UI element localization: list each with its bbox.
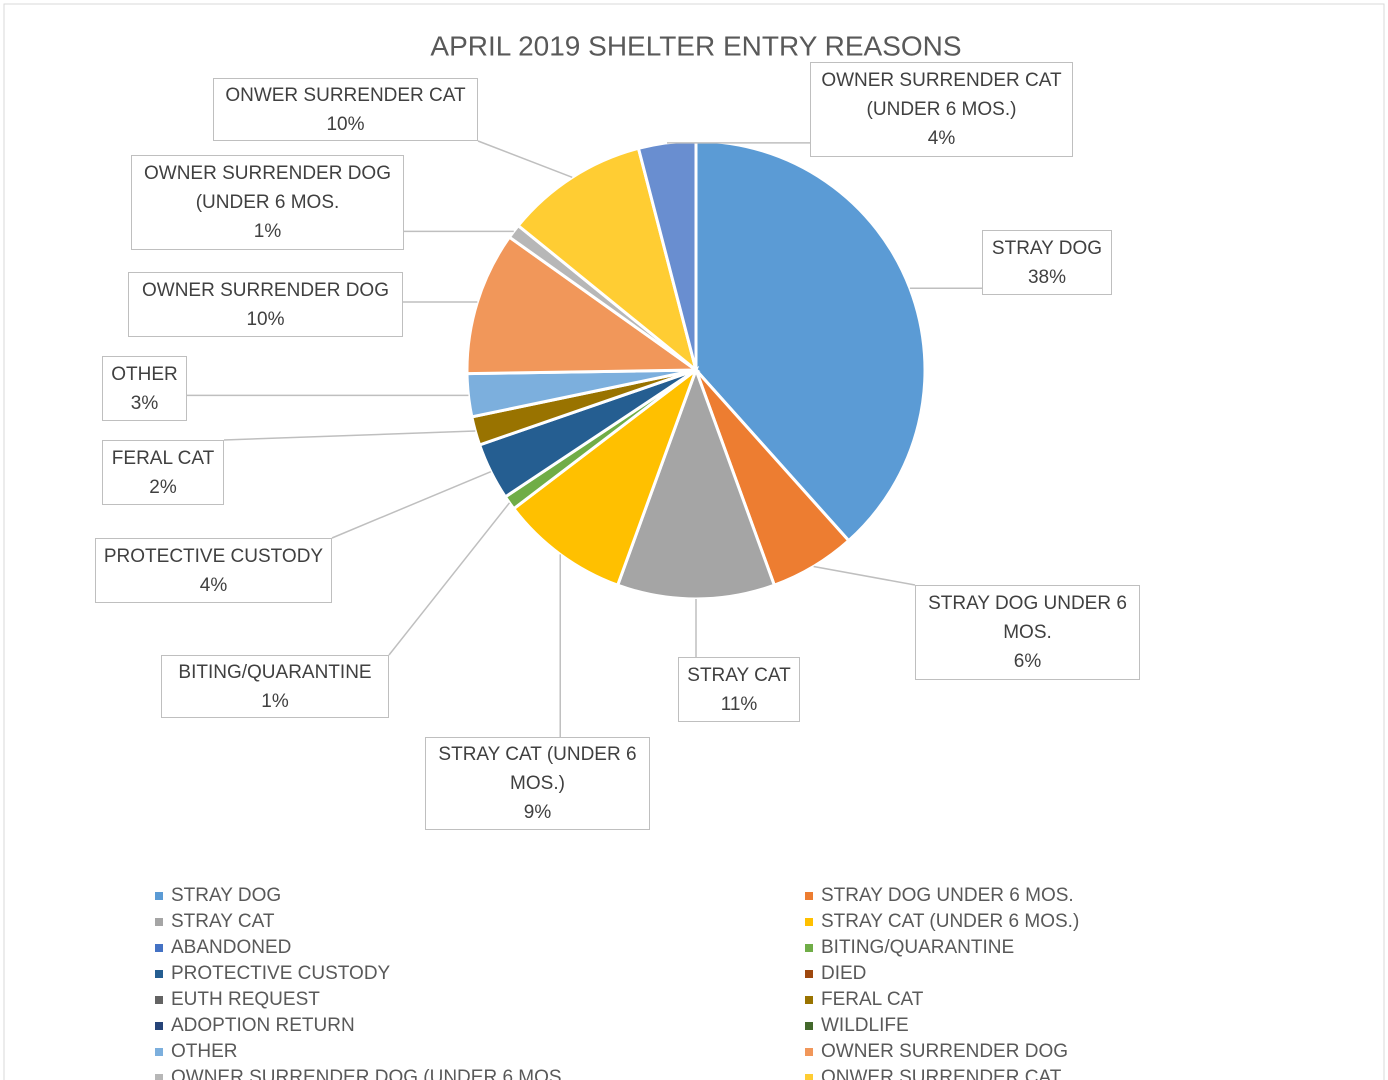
label-name: FERAL CAT: [111, 447, 215, 469]
label-value: 4%: [199, 574, 228, 596]
legend-swatch: [805, 1022, 813, 1030]
legend-label: OTHER: [171, 1041, 238, 1062]
legend-label: STRAY DOG UNDER 6 MOS.: [821, 885, 1074, 906]
label-value: 10%: [326, 113, 365, 135]
data-label-box: STRAY CAT 11%: [678, 657, 800, 722]
leader-line: [813, 565, 916, 586]
label-value: 6%: [1013, 651, 1042, 672]
label-name: OWNER SURRENDER CAT (UNDER 6 MOS.): [821, 70, 1062, 120]
legend-label: EUTH REQUEST: [171, 989, 320, 1010]
label-name: STRAY DOG UNDER 6 MOS.: [928, 593, 1127, 643]
data-label: BITING/QUARANTINE 1%: [161, 655, 389, 718]
leader-line: [331, 470, 492, 539]
legend-swatch: [155, 996, 163, 1004]
data-label-box: STRAY CAT (UNDER 6 MOS.) 9%: [425, 737, 650, 830]
legend-label: ABANDONED: [171, 937, 291, 958]
legend-swatch: [155, 944, 163, 952]
label-value: 3%: [130, 392, 159, 414]
legend-label: ADOPTION RETURN: [171, 1015, 355, 1036]
legend-swatch: [805, 996, 813, 1004]
legend-swatch: [155, 1074, 163, 1080]
data-label: STRAY CAT 11%: [678, 657, 800, 722]
label-name: ONWER SURRENDER CAT: [225, 84, 466, 106]
legend-label: STRAY CAT: [171, 911, 275, 932]
data-label-box: ONWER SURRENDER CAT 10%: [213, 78, 478, 141]
data-label-box: OWNER SURRENDER DOG 10%: [128, 272, 403, 337]
legend-label: DIED: [821, 963, 866, 984]
legend-swatch: [805, 892, 813, 900]
data-label-box: OWNER SURRENDER DOG (UNDER 6 MOS. 1%: [131, 155, 404, 250]
legend-label: WILDLIFE: [821, 1015, 909, 1036]
data-label: OWNER SURRENDER DOG (UNDER 6 MOS. 1%: [131, 155, 404, 250]
chart-title: APRIL 2019 SHELTER ENTRY REASONS: [430, 30, 961, 61]
legend-swatch: [155, 918, 163, 926]
legend-label: OWNER SURRENDER DOG (UNDER 6 MOS.: [171, 1067, 567, 1080]
label-name: STRAY CAT (UNDER 6 MOS.): [438, 744, 637, 794]
legend-label: FERAL CAT: [821, 989, 924, 1010]
pie-slice: [465, 235, 701, 376]
label-name: BITING/QUARANTINE: [178, 661, 372, 683]
label-value: 2%: [149, 476, 177, 498]
data-label-box: STRAY DOG UNDER 6 MOS. 6%: [915, 585, 1140, 680]
legend-label: OWNER SURRENDER DOG: [821, 1041, 1068, 1062]
label-name: PROTECTIVE CUSTODY: [103, 545, 324, 567]
legend-swatch: [155, 1022, 163, 1030]
data-label: ONWER SURRENDER CAT 10%: [213, 78, 478, 141]
pie-slice: [615, 365, 777, 601]
label-name: STRAY CAT: [687, 664, 791, 686]
pie-slice: [511, 365, 700, 588]
label-value: 10%: [246, 308, 285, 330]
legend-swatch: [155, 1048, 163, 1056]
label-value: 9%: [523, 802, 552, 823]
legend-swatch: [805, 1074, 813, 1080]
data-label-box: BITING/QUARANTINE 1%: [161, 655, 389, 718]
data-label-box: FERAL CAT 2%: [102, 440, 224, 505]
label-value: 1%: [253, 221, 282, 242]
legend-swatch: [805, 944, 813, 952]
legend-swatch: [805, 970, 813, 978]
legend-swatch: [155, 970, 163, 978]
legend-swatch: [805, 1048, 813, 1056]
data-label: STRAY DOG 38%: [982, 230, 1112, 295]
label-name: OWNER SURRENDER DOG: [141, 279, 389, 301]
label-value: 1%: [261, 690, 289, 712]
label-name: OWNER SURRENDER DOG (UNDER 6 MOS.: [143, 163, 391, 213]
data-label-box: PROTECTIVE CUSTODY 4%: [95, 538, 332, 603]
label-value: 11%: [720, 693, 758, 715]
label-name: OTHER: [111, 363, 178, 385]
legend-swatch: [155, 892, 163, 900]
data-label: OWNER SURRENDER DOG 10%: [128, 272, 403, 337]
data-label-box: OWNER SURRENDER CAT (UNDER 6 MOS.) 4%: [810, 62, 1073, 157]
legend-label: ONWER SURRENDER CAT: [821, 1067, 1062, 1080]
data-label-box: OTHER 3%: [102, 356, 187, 421]
data-label-box: STRAY DOG 38%: [982, 230, 1112, 295]
data-label: STRAY DOG UNDER 6 MOS. 6%: [915, 585, 1140, 680]
label-value: 4%: [927, 128, 956, 149]
data-label: OWNER SURRENDER CAT (UNDER 6 MOS.) 4%: [810, 62, 1073, 157]
legend-swatch: [805, 918, 813, 926]
legend-label: STRAY DOG: [171, 885, 281, 906]
label-name: STRAY DOG: [991, 237, 1103, 259]
legend-label: STRAY CAT (UNDER 6 MOS.): [821, 911, 1079, 932]
legend-label: BITING/QUARANTINE: [821, 937, 1014, 958]
legend-label: PROTECTIVE CUSTODY: [171, 963, 391, 984]
label-value: 38%: [1027, 266, 1067, 288]
data-label: FERAL CAT 2%: [102, 440, 224, 505]
leader-line: [223, 430, 476, 441]
data-label: OTHER 3%: [102, 356, 187, 421]
data-label: PROTECTIVE CUSTODY 4%: [95, 538, 332, 603]
leader-line: [388, 502, 511, 656]
leader-line: [477, 140, 573, 179]
data-label: STRAY CAT (UNDER 6 MOS.) 9%: [425, 737, 650, 830]
